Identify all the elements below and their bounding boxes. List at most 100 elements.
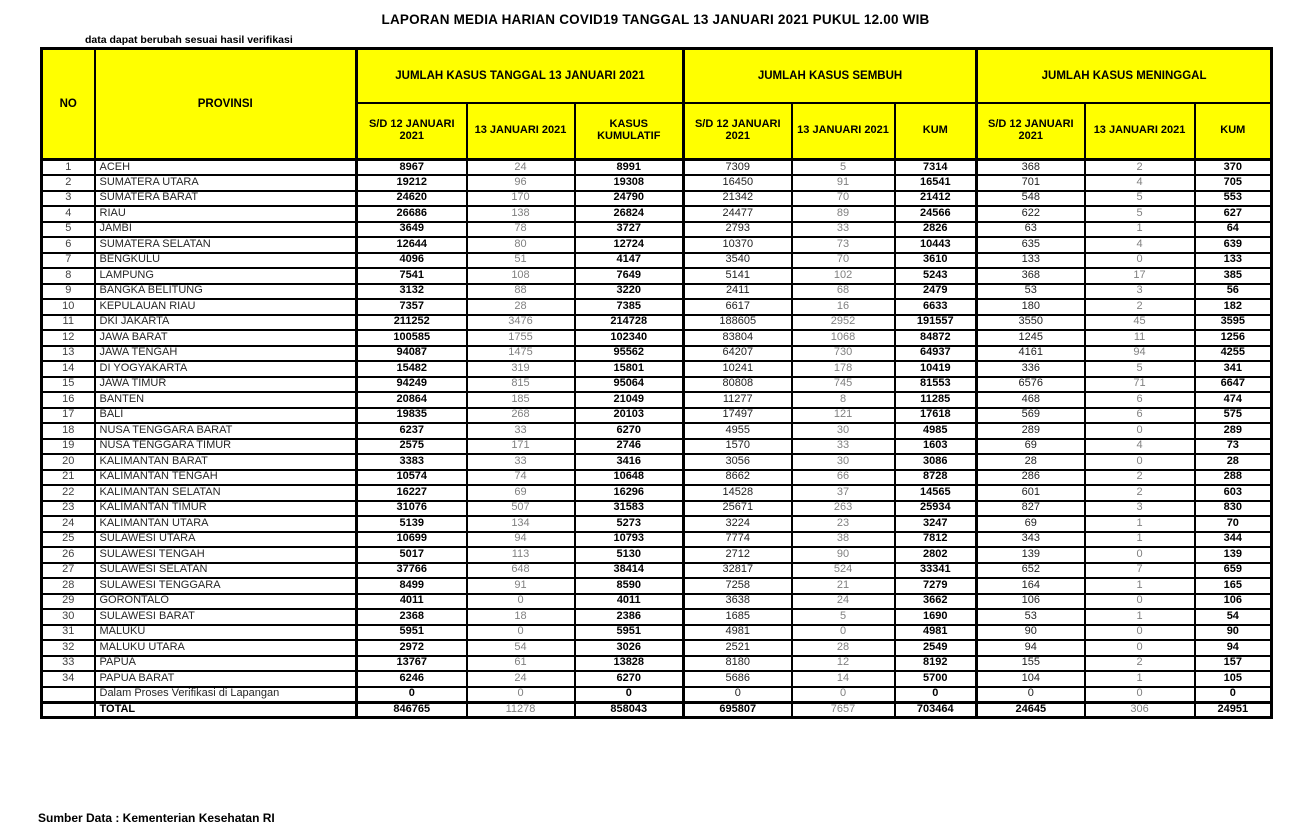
cell-kasus-kumulatif: 6270 <box>573 670 685 688</box>
cell-sembuh-kum: 3086 <box>893 453 978 471</box>
cell-meninggal-13jan: 45 <box>1083 313 1196 331</box>
cell-kasus-sd12: 26686 <box>355 205 468 223</box>
cell-meninggal-sd12: 139 <box>975 546 1086 564</box>
cell-sembuh-sd12: 64207 <box>682 344 793 362</box>
province-name: GORONTALO <box>93 592 358 610</box>
cell-sembuh-kum: 33341 <box>893 561 978 579</box>
row-number: 16 <box>40 391 96 409</box>
cell-sembuh-13jan: 37 <box>790 484 896 502</box>
cell-meninggal-kum: 705 <box>1193 174 1273 192</box>
cell-meninggal-kum: 288 <box>1193 468 1273 486</box>
province-name: SULAWESI BARAT <box>93 608 358 626</box>
row-number: 15 <box>40 375 96 393</box>
cell-sembuh-13jan: 0 <box>790 623 896 641</box>
table-row: 29 GORONTALO 4011 0 4011 3638 24 3662 106 0 106 <box>40 592 1273 610</box>
cell-meninggal-kum: 474 <box>1193 391 1273 409</box>
cell-meninggal-kum: 6647 <box>1193 375 1273 393</box>
row-number: 30 <box>40 608 96 626</box>
group-header-meninggal: JUMLAH KASUS MENINGGAL <box>975 47 1273 104</box>
cell-meninggal-13jan: 11 <box>1083 329 1196 347</box>
table-row: 28 SULAWESI TENGGARA 8499 91 8590 7258 21 7279 1… <box>40 577 1273 595</box>
cell-sembuh-13jan: 8 <box>790 391 896 409</box>
cell-meninggal-sd12: 24645 <box>975 700 1086 719</box>
cell-meninggal-13jan: 1 <box>1083 530 1196 548</box>
province-name: JAWA TIMUR <box>93 375 358 393</box>
cell-kasus-kumulatif: 214728 <box>573 313 685 331</box>
cell-sembuh-sd12: 0 <box>682 685 793 703</box>
cell-sembuh-13jan: 730 <box>790 344 896 362</box>
cell-sembuh-13jan: 5 <box>790 158 896 176</box>
row-number: 26 <box>40 546 96 564</box>
cell-sembuh-kum: 5243 <box>893 267 978 285</box>
cell-sembuh-13jan: 90 <box>790 546 896 564</box>
cell-kasus-13jan: 11278 <box>465 700 576 719</box>
cell-meninggal-13jan: 7 <box>1083 561 1196 579</box>
cell-sembuh-kum: 24566 <box>893 205 978 223</box>
cell-kasus-sd12: 2575 <box>355 437 468 455</box>
row-number: 33 <box>40 654 96 672</box>
province-name: JAMBI <box>93 220 358 238</box>
col-header-no: NO <box>40 47 96 161</box>
subcol-sembuh-13jan: 13 JANUARI 2021 <box>790 101 896 161</box>
province-name: SUMATERA BARAT <box>93 189 358 207</box>
cell-meninggal-kum: 830 <box>1193 499 1273 517</box>
row-number: 5 <box>40 220 96 238</box>
cell-sembuh-kum: 703464 <box>893 700 978 719</box>
cell-kasus-13jan: 171 <box>465 437 576 455</box>
cell-meninggal-13jan: 5 <box>1083 189 1196 207</box>
cell-kasus-kumulatif: 19308 <box>573 174 685 192</box>
cell-sembuh-13jan: 5 <box>790 608 896 626</box>
cell-sembuh-kum: 7812 <box>893 530 978 548</box>
cell-kasus-13jan: 91 <box>465 577 576 595</box>
page-title: LAPORAN MEDIA HARIAN COVID19 TANGGAL 13 … <box>381 12 930 27</box>
cell-kasus-13jan: 1475 <box>465 344 576 362</box>
cell-meninggal-kum: 4255 <box>1193 344 1273 362</box>
cell-sembuh-sd12: 11277 <box>682 391 793 409</box>
cell-kasus-kumulatif: 10793 <box>573 530 685 548</box>
cell-kasus-13jan: 138 <box>465 205 576 223</box>
province-name: KEPULAUAN RIAU <box>93 298 358 316</box>
province-name: BALI <box>93 406 358 424</box>
cell-kasus-sd12: 19835 <box>355 406 468 424</box>
row-number: 2 <box>40 174 96 192</box>
cell-meninggal-13jan: 1 <box>1083 220 1196 238</box>
cell-sembuh-13jan: 16 <box>790 298 896 316</box>
cell-kasus-13jan: 33 <box>465 453 576 471</box>
cell-sembuh-13jan: 21 <box>790 577 896 595</box>
cell-sembuh-13jan: 102 <box>790 267 896 285</box>
cell-kasus-sd12: 5139 <box>355 515 468 533</box>
table-row: 30 SULAWESI BARAT 2368 18 2386 1685 5 1690 53 1 54 <box>40 608 1273 626</box>
cell-meninggal-sd12: 368 <box>975 158 1086 176</box>
row-number: 25 <box>40 530 96 548</box>
cell-kasus-kumulatif: 102340 <box>573 329 685 347</box>
cell-meninggal-kum: 603 <box>1193 484 1273 502</box>
table-header: NO PROVINSI JUMLAH KASUS TANGGAL 13 JANU… <box>40 47 1273 161</box>
cell-meninggal-13jan: 306 <box>1083 700 1196 719</box>
row-number: 4 <box>40 205 96 223</box>
cell-kasus-13jan: 24 <box>465 670 576 688</box>
cell-meninggal-13jan: 0 <box>1083 592 1196 610</box>
cell-sembuh-sd12: 2793 <box>682 220 793 238</box>
cell-meninggal-sd12: 468 <box>975 391 1086 409</box>
province-name: SUMATERA UTARA <box>93 174 358 192</box>
cell-sembuh-kum: 81553 <box>893 375 978 393</box>
cell-sembuh-kum: 11285 <box>893 391 978 409</box>
cell-meninggal-kum: 90 <box>1193 623 1273 641</box>
cell-kasus-sd12: 3132 <box>355 282 468 300</box>
cell-kasus-kumulatif: 8991 <box>573 158 685 176</box>
cell-kasus-sd12: 12644 <box>355 236 468 254</box>
table-row: 16 BANTEN 20864 185 21049 11277 8 11285 468 6 474 <box>40 391 1273 409</box>
cell-sembuh-kum: 8192 <box>893 654 978 672</box>
province-name: PAPUA BARAT <box>93 670 358 688</box>
cell-sembuh-sd12: 1685 <box>682 608 793 626</box>
cell-meninggal-sd12: 569 <box>975 406 1086 424</box>
subcol-sembuh-kum: KUM <box>893 101 978 161</box>
cell-kasus-kumulatif: 38414 <box>573 561 685 579</box>
cell-kasus-kumulatif: 7649 <box>573 267 685 285</box>
cell-meninggal-13jan: 5 <box>1083 360 1196 378</box>
cell-sembuh-sd12: 21342 <box>682 189 793 207</box>
province-name: KALIMANTAN TENGAH <box>93 468 358 486</box>
province-name: Dalam Proses Verifikasi di Lapangan <box>93 685 358 703</box>
cell-meninggal-sd12: 133 <box>975 251 1086 269</box>
cell-kasus-13jan: 185 <box>465 391 576 409</box>
